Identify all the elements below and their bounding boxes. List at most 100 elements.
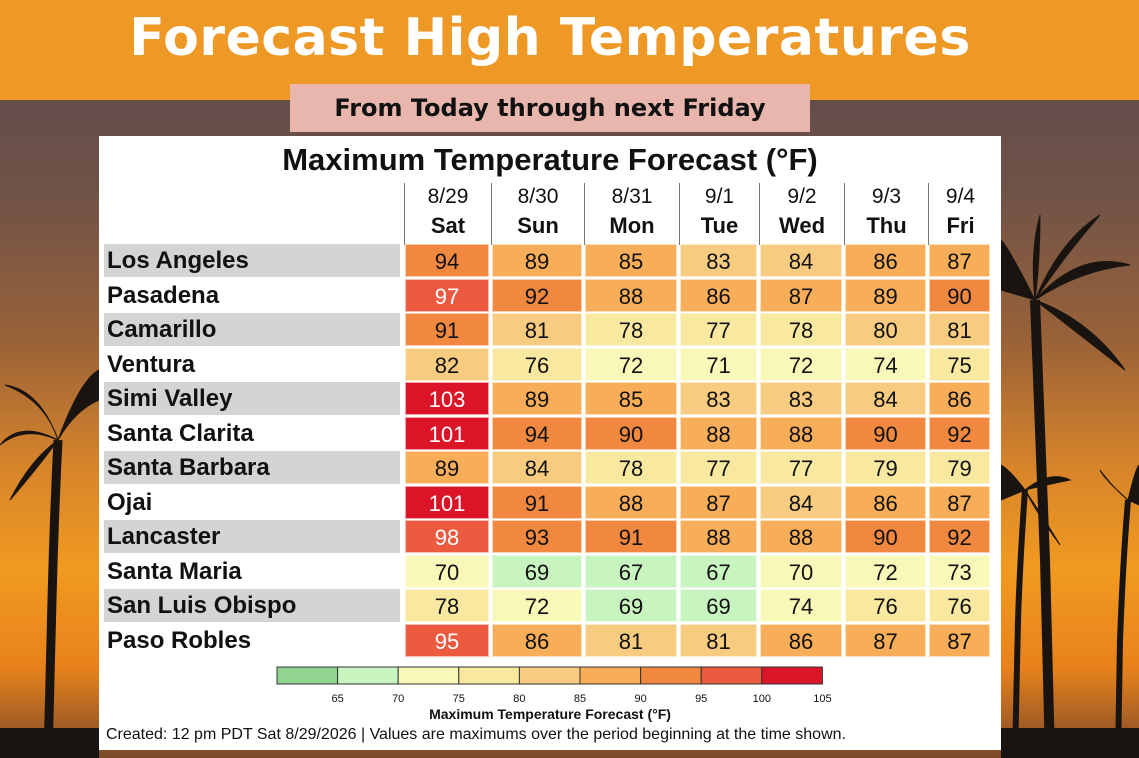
heatmap-cell: 86 [929, 382, 990, 415]
heatmap-cell: 88 [760, 520, 842, 553]
heatmap-cell: 83 [680, 382, 757, 415]
colorbar-segment [337, 666, 399, 685]
heatmap-cell: 97 [405, 278, 489, 312]
heatmap-cell: 101 [405, 485, 489, 519]
heatmap-cell: 86 [492, 623, 582, 657]
column-header: 8/30 Sun [491, 183, 584, 245]
colorbar-label: Maximum Temperature Forecast (°F) [429, 706, 671, 722]
column-date: 9/2 [787, 185, 817, 208]
heatmap-cell: 91 [585, 520, 677, 553]
heatmap-cell: 84 [760, 485, 842, 519]
heatmap-cell: 90 [585, 416, 677, 450]
heatmap-cell: 72 [845, 554, 926, 588]
heatmap-cell: 89 [845, 278, 926, 312]
heatmap-cell: 86 [845, 485, 926, 519]
heatmap-cell: 81 [929, 313, 990, 346]
title-banner [0, 0, 1139, 100]
colorbar-tick-label: 65 [331, 693, 344, 705]
colorbar-segment [700, 666, 763, 685]
heatmap-cell: 87 [845, 623, 926, 657]
colorbar-tick-label: 95 [695, 693, 708, 705]
colorbar-segment [276, 666, 339, 685]
column-day: Sat [430, 213, 466, 238]
heatmap-cell: 88 [760, 416, 842, 450]
heatmap-cell: 80 [845, 313, 926, 346]
heatmap-cell: 92 [492, 278, 582, 312]
heatmap-cell: 69 [492, 554, 582, 588]
heatmap-cell: 81 [680, 623, 757, 657]
heatmap-cell: 67 [585, 554, 677, 588]
colorbar-segment [397, 666, 460, 685]
colorbar [276, 666, 823, 685]
row-label: San Luis Obispo [104, 589, 400, 622]
colorbar-tick-label: 80 [513, 693, 526, 705]
heatmap-cell: 95 [405, 623, 489, 657]
heatmap-cell: 72 [760, 347, 842, 381]
heatmap-cell: 82 [405, 347, 489, 381]
heatmap-cell: 85 [585, 382, 677, 415]
column-date: 8/31 [611, 185, 653, 208]
colorbar-tick-label: 70 [392, 693, 405, 705]
row-label: Ojai [107, 488, 153, 516]
heatmap-cell: 94 [492, 416, 582, 450]
row-label: Santa Clarita [107, 419, 254, 447]
heatmap-cell: 79 [845, 451, 926, 484]
colorbar-tick-label: 90 [634, 693, 647, 705]
heatmap-cell: 73 [929, 554, 990, 588]
heatmap-cell: 77 [680, 451, 757, 484]
heatmap-cell: 88 [680, 416, 757, 450]
column-date: 8/29 [427, 185, 469, 208]
heatmap-cell: 87 [680, 485, 757, 519]
row-label: Santa Barbara [104, 451, 400, 484]
heatmap-cell: 79 [929, 451, 990, 484]
heatmap-cell: 72 [492, 589, 582, 622]
column-date: 9/1 [704, 185, 735, 208]
heatmap-cell: 84 [845, 382, 926, 415]
heatmap-cell: 88 [680, 520, 757, 553]
heatmap-cell: 87 [929, 485, 990, 519]
column-date: 8/30 [517, 185, 559, 208]
column-header: 9/4 Fri [928, 183, 992, 245]
heatmap-cell: 76 [929, 589, 990, 622]
column-day: Thu [866, 213, 907, 238]
chart-title: Maximum Temperature Forecast (°F) [282, 142, 818, 177]
heatmap-cell: 76 [845, 589, 926, 622]
heatmap-cell: 77 [760, 451, 842, 484]
row-label: Simi Valley [104, 382, 400, 415]
heatmap-cell: 84 [760, 244, 842, 277]
heatmap-cell: 78 [405, 589, 489, 622]
heatmap-cell: 93 [492, 520, 582, 553]
heatmap-cell: 69 [680, 589, 757, 622]
heatmap-cell: 67 [680, 554, 757, 588]
colorbar-segment [640, 666, 702, 685]
colorbar-segment [518, 666, 581, 685]
heatmap-cell: 92 [929, 520, 990, 553]
heatmap-cell: 74 [760, 589, 842, 622]
heatmap-cell: 83 [760, 382, 842, 415]
heatmap-cell: 70 [405, 554, 489, 588]
column-header: 8/29 Sat [404, 183, 491, 245]
heatmap-cell: 87 [929, 623, 990, 657]
heatmap-cell: 91 [492, 485, 582, 519]
heatmap-cell: 101 [405, 416, 489, 450]
column-date: 9/3 [871, 185, 902, 208]
heatmap-cell: 103 [405, 382, 489, 415]
colorbar-tick-label: 100 [752, 693, 771, 705]
row-label: Santa Maria [107, 557, 242, 585]
heatmap-cell: 89 [405, 451, 489, 484]
heatmap-cell: 90 [929, 278, 990, 312]
colorbar-tick-label: 105 [813, 693, 832, 705]
colorbar-segment [761, 666, 823, 685]
row-label: Camarillo [104, 313, 400, 346]
heatmap-cell: 78 [585, 451, 677, 484]
heatmap-cell: 86 [760, 623, 842, 657]
column-header: 9/3 Thu [844, 183, 928, 245]
row-label: Los Angeles [104, 244, 400, 277]
heatmap-cell: 81 [585, 623, 677, 657]
heatmap-cell: 90 [845, 520, 926, 553]
column-date: 9/4 [945, 185, 976, 208]
column-day: Mon [609, 213, 655, 238]
forecast-table-panel: Maximum Temperature Forecast (°F) 8/29 Sa… [99, 136, 1001, 750]
heatmap-cell: 83 [680, 244, 757, 277]
